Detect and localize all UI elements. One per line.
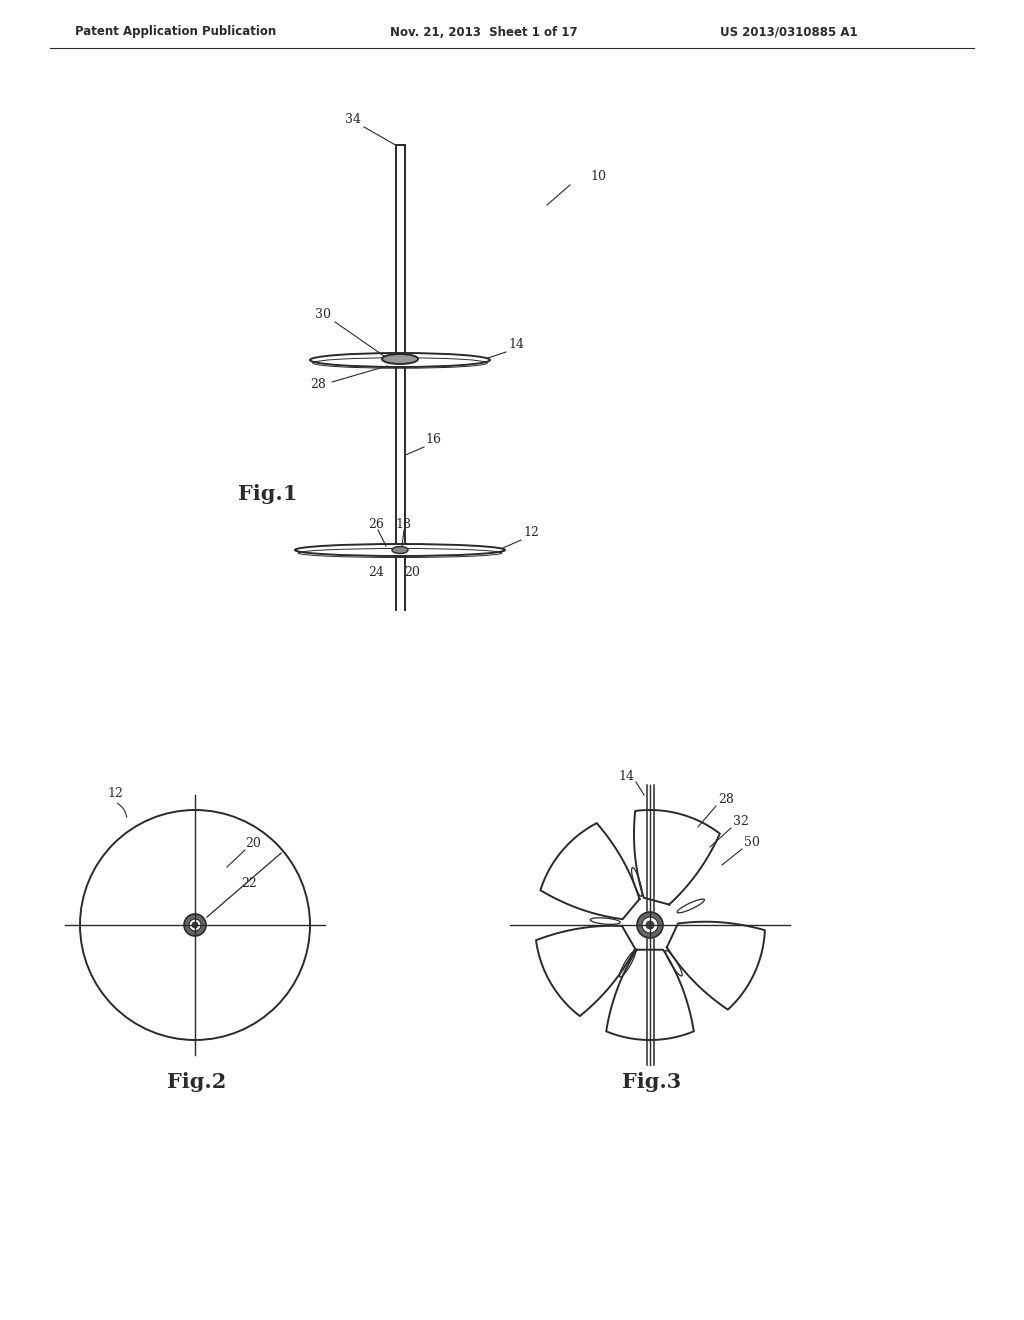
Text: 10: 10 (590, 170, 606, 183)
Text: Fig.1: Fig.1 (238, 484, 297, 504)
Text: 18: 18 (395, 517, 411, 531)
Text: 24: 24 (368, 566, 384, 579)
Text: 28: 28 (718, 793, 734, 807)
Text: US 2013/0310885 A1: US 2013/0310885 A1 (720, 25, 858, 38)
Text: 20: 20 (404, 566, 420, 579)
Ellipse shape (382, 354, 418, 364)
Text: 50: 50 (744, 836, 760, 849)
Text: 14: 14 (618, 770, 634, 783)
Circle shape (646, 921, 654, 929)
Circle shape (189, 919, 201, 931)
Text: 14: 14 (508, 338, 524, 351)
Text: 20: 20 (245, 837, 261, 850)
Text: 12: 12 (523, 525, 539, 539)
Text: Fig.2: Fig.2 (167, 1072, 226, 1092)
Circle shape (193, 921, 198, 928)
Circle shape (642, 917, 658, 933)
Text: 28: 28 (310, 378, 326, 391)
Text: Nov. 21, 2013  Sheet 1 of 17: Nov. 21, 2013 Sheet 1 of 17 (390, 25, 578, 38)
Text: Fig.3: Fig.3 (622, 1072, 681, 1092)
Text: 26: 26 (368, 517, 384, 531)
Text: 32: 32 (733, 814, 749, 828)
Ellipse shape (392, 546, 408, 553)
Text: 22: 22 (241, 876, 257, 890)
Text: 12: 12 (106, 787, 123, 800)
Text: Patent Application Publication: Patent Application Publication (75, 25, 276, 38)
Text: 34: 34 (345, 114, 361, 125)
Circle shape (637, 912, 663, 939)
Text: 30: 30 (315, 308, 331, 321)
Text: 16: 16 (425, 433, 441, 446)
Circle shape (184, 913, 206, 936)
